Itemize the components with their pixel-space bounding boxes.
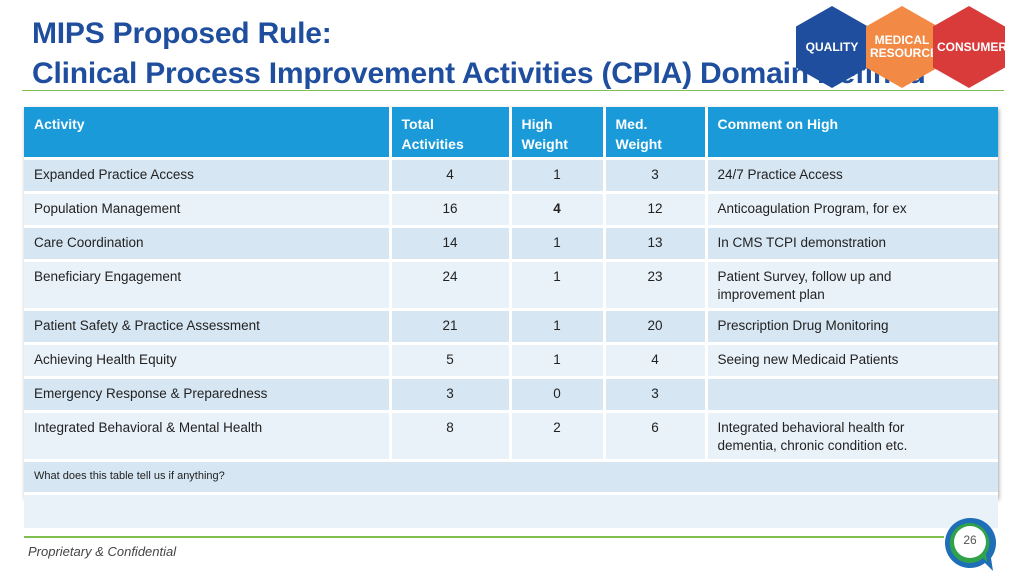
cell-comment bbox=[706, 377, 998, 413]
cell-med: 12 bbox=[604, 192, 708, 228]
table-row: Patient Safety & Practice Assessment 21 … bbox=[24, 309, 998, 345]
cell-total: 16 bbox=[390, 192, 512, 228]
cell-activity: Patient Safety & Practice Assessment bbox=[24, 309, 392, 345]
cell-high: 1 bbox=[510, 309, 606, 345]
table-header-row: Activity Total Activities High Weight Me… bbox=[24, 107, 998, 160]
quality-logo-text: QUALITY bbox=[805, 39, 859, 54]
cell-total: 3 bbox=[390, 377, 512, 413]
consumer-hexagon-logo: CONSUMER bbox=[933, 6, 1005, 88]
cell-med: 6 bbox=[604, 411, 708, 462]
cell-comment: Integrated behavioral health for dementi… bbox=[706, 411, 998, 462]
footer-confidential-label: Proprietary & Confidential bbox=[28, 544, 177, 559]
table-row: Care Coordination 14 1 13 In CMS TCPI de… bbox=[24, 226, 998, 262]
cell-activity: Expanded Practice Access bbox=[24, 158, 392, 194]
speech-bubble-icon bbox=[945, 517, 997, 571]
header-med-weight: Med. Weight bbox=[604, 107, 708, 160]
cell-total: 24 bbox=[390, 260, 512, 311]
cell-med: 4 bbox=[604, 343, 708, 379]
question-row: What does this table tell us if anything… bbox=[24, 460, 998, 495]
cell-activity: Emergency Response & Preparedness bbox=[24, 377, 392, 413]
cell-high: 0 bbox=[510, 377, 606, 413]
table-row: Beneficiary Engagement 24 1 23 Patient S… bbox=[24, 260, 998, 311]
cpia-table-container: Activity Total Activities High Weight Me… bbox=[24, 107, 998, 531]
footer-divider bbox=[24, 536, 944, 538]
page-number-badge: 26 bbox=[941, 514, 999, 572]
cell-activity: Achieving Health Equity bbox=[24, 343, 392, 379]
cell-high: 1 bbox=[510, 158, 606, 194]
medical-logo-text-1: MEDICAL bbox=[874, 33, 930, 47]
cell-high: 2 bbox=[510, 411, 606, 462]
cell-activity: Population Management bbox=[24, 192, 392, 228]
cell-med: 23 bbox=[604, 260, 708, 311]
cell-high: 4 bbox=[510, 192, 606, 228]
header-comment-on-high: Comment on High bbox=[706, 107, 998, 160]
cell-comment: Anticoagulation Program, for ex bbox=[706, 192, 998, 228]
cell-med: 3 bbox=[604, 377, 708, 413]
cell-comment: Patient Survey, follow up and improvemen… bbox=[706, 260, 998, 311]
cell-total: 5 bbox=[390, 343, 512, 379]
table-row: Expanded Practice Access 4 1 3 24/7 Prac… bbox=[24, 158, 998, 194]
cell-high: 1 bbox=[510, 226, 606, 262]
cell-comment: 24/7 Practice Access bbox=[706, 158, 998, 194]
header-total-activities: Total Activities bbox=[390, 107, 512, 160]
table-row: Integrated Behavioral & Mental Health 8 … bbox=[24, 411, 998, 462]
table-row: Emergency Response & Preparedness 3 0 3 bbox=[24, 377, 998, 413]
cell-total: 8 bbox=[390, 411, 512, 462]
title-line-2: Clinical Process Improvement Activities … bbox=[32, 57, 926, 90]
cell-activity: Care Coordination bbox=[24, 226, 392, 262]
empty-row bbox=[24, 493, 998, 531]
page-number: 26 bbox=[963, 533, 977, 547]
cell-med: 13 bbox=[604, 226, 708, 262]
empty-cell bbox=[24, 493, 998, 531]
consumer-logo-text: CONSUMER bbox=[937, 39, 1008, 54]
title-line-1: MIPS Proposed Rule: bbox=[32, 17, 332, 50]
cell-comment: Seeing new Medicaid Patients bbox=[706, 343, 998, 379]
title-divider bbox=[22, 90, 1004, 91]
header-activity: Activity bbox=[24, 107, 392, 160]
cell-total: 14 bbox=[390, 226, 512, 262]
cell-comment: In CMS TCPI demonstration bbox=[706, 226, 998, 262]
header-high-weight: High Weight bbox=[510, 107, 606, 160]
cell-med: 20 bbox=[604, 309, 708, 345]
cell-activity: Integrated Behavioral & Mental Health bbox=[24, 411, 392, 462]
table-row: Population Management 16 4 12 Anticoagul… bbox=[24, 192, 998, 228]
cell-med: 3 bbox=[604, 158, 708, 194]
slide-title: MIPS Proposed Rule: Clinical Process Imp… bbox=[32, 14, 926, 94]
table-row: Achieving Health Equity 5 1 4 Seeing new… bbox=[24, 343, 998, 379]
cell-activity: Beneficiary Engagement bbox=[24, 260, 392, 311]
cell-high: 1 bbox=[510, 343, 606, 379]
cell-total: 4 bbox=[390, 158, 512, 194]
cpia-table: Activity Total Activities High Weight Me… bbox=[24, 107, 998, 531]
cell-total: 21 bbox=[390, 309, 512, 345]
cell-comment: Prescription Drug Monitoring bbox=[706, 309, 998, 345]
cell-high: 1 bbox=[510, 260, 606, 311]
medical-logo-text-2: RESOURCES bbox=[870, 46, 947, 60]
question-text: What does this table tell us if anything… bbox=[24, 460, 998, 495]
